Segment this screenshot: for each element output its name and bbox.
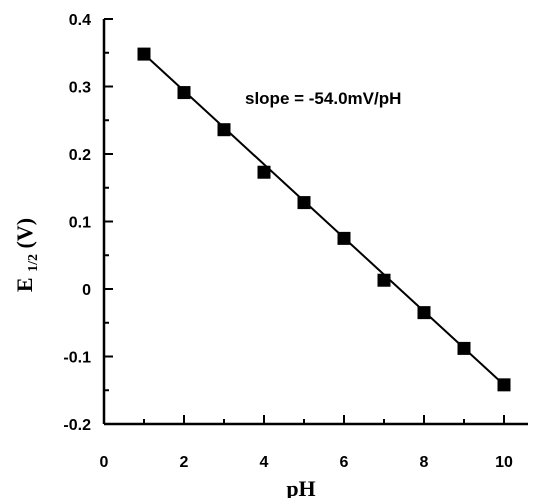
x-tick-label: 6 xyxy=(340,454,349,471)
data-point xyxy=(137,47,151,61)
x-tick-label: 2 xyxy=(180,454,189,471)
x-tick-label: 10 xyxy=(495,454,513,471)
data-point xyxy=(177,86,191,100)
data-point xyxy=(297,196,311,210)
slope-annotation: slope = -54.0mV/pH xyxy=(245,89,401,108)
x-tick-label: 0 xyxy=(100,454,109,471)
y-tick-label: 0 xyxy=(82,282,91,299)
tick-labels: -0.2 -0.1 0 0.1 0.2 0.3 0.4 0 2 4 6 8 10 xyxy=(63,12,513,471)
data-point xyxy=(457,341,471,355)
fit-line xyxy=(143,53,505,386)
y-tick-label: 0.1 xyxy=(69,215,91,232)
y-axis-label-main: E xyxy=(12,277,37,292)
y-tick-label: -0.2 xyxy=(63,417,91,434)
data-point xyxy=(337,231,351,245)
data-point xyxy=(377,273,391,287)
y-axis-label-unit: (V) xyxy=(12,218,37,249)
y-tick-label: 0.4 xyxy=(69,12,91,29)
y-axis-label-sub: 1/2 xyxy=(26,254,41,272)
x-tick-label: 8 xyxy=(420,454,429,471)
axes xyxy=(102,19,528,426)
x-tick-label: 4 xyxy=(260,454,269,471)
data-point xyxy=(417,306,431,320)
data-point xyxy=(257,165,271,179)
y-axis-label: E 1/2 (V) xyxy=(12,218,42,292)
data-points xyxy=(137,47,511,392)
y-tick-label: 0.3 xyxy=(69,80,91,97)
data-point xyxy=(217,123,231,137)
ticks xyxy=(103,18,505,425)
x-axis-label: pH xyxy=(286,476,315,498)
y-tick-label: -0.1 xyxy=(63,350,91,367)
fit-line-group xyxy=(143,53,505,386)
y-tick-label: 0.2 xyxy=(69,147,91,164)
data-point xyxy=(497,378,511,392)
